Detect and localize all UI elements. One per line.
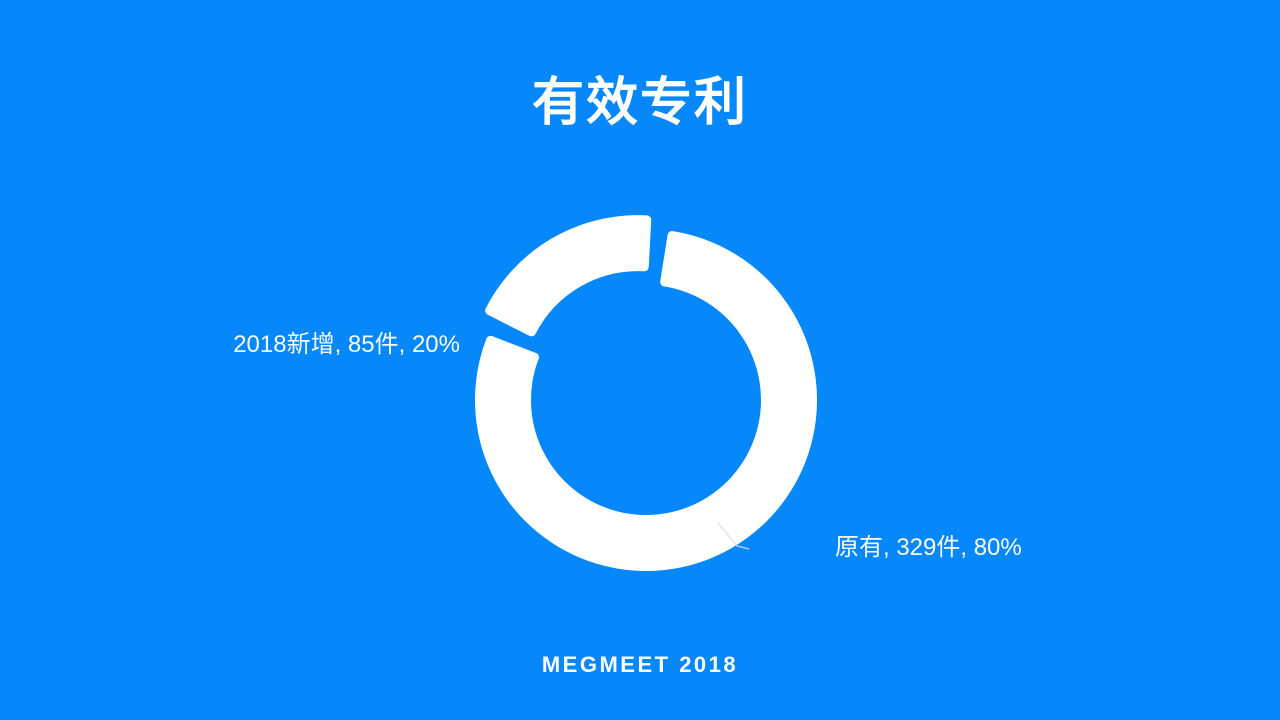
- donut-slice-1: [485, 215, 652, 337]
- data-label-existing: 原有, 329件, 80%: [835, 534, 1022, 561]
- footer-logo-text: MEGMEET 2018: [541, 652, 739, 677]
- slide-title: 有效专利: [531, 74, 748, 132]
- donut-slice-0: [475, 231, 817, 571]
- label-leader-line: [717, 522, 750, 550]
- data-label-2018-new: 2018新增, 85件, 20%: [233, 331, 460, 358]
